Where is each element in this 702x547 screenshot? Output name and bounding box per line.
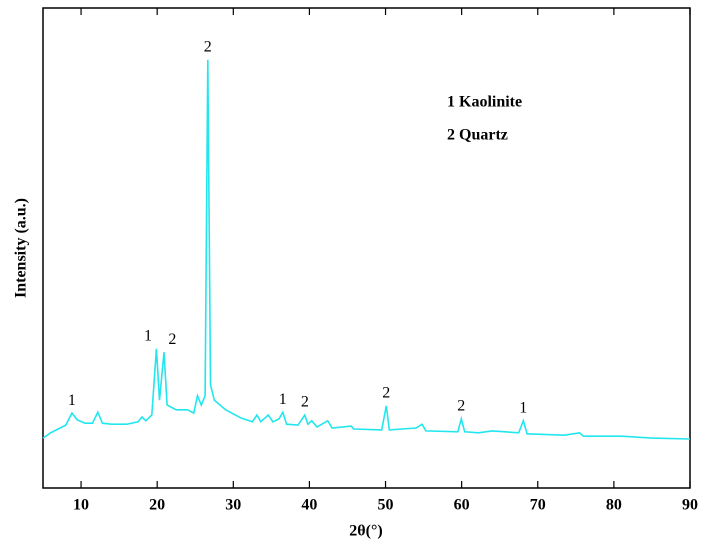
peak-label: 1 bbox=[519, 399, 527, 416]
legend-text: 1 Kaolinite bbox=[447, 94, 522, 111]
x-tick-label: 40 bbox=[301, 497, 317, 514]
peak-label: 1 bbox=[68, 392, 76, 409]
x-tick-label: 30 bbox=[225, 497, 241, 514]
x-tick-label: 90 bbox=[682, 497, 698, 514]
peak-label: 2 bbox=[457, 398, 465, 415]
data-line bbox=[42, 59, 691, 440]
peak-label: 1 bbox=[144, 327, 152, 344]
x-tick-label: 80 bbox=[606, 497, 622, 514]
x-tick-label: 10 bbox=[73, 497, 89, 514]
x-tick-label: 20 bbox=[149, 497, 165, 514]
peak-label: 2 bbox=[382, 385, 390, 402]
peak-label: 1 bbox=[279, 391, 287, 408]
x-tick-label: 60 bbox=[454, 497, 470, 514]
peak-label: 2 bbox=[301, 394, 309, 411]
peak-label: 2 bbox=[168, 331, 176, 348]
y-axis-label: Intensity (a.u.) bbox=[13, 198, 30, 298]
x-tick-label: 50 bbox=[378, 497, 394, 514]
x-axis-label: 2θ(°) bbox=[349, 523, 382, 540]
legend-text: 2 Quartz bbox=[447, 127, 508, 144]
peak-label: 2 bbox=[204, 39, 212, 56]
plot-frame bbox=[42, 7, 691, 489]
x-tick-label: 70 bbox=[530, 497, 546, 514]
